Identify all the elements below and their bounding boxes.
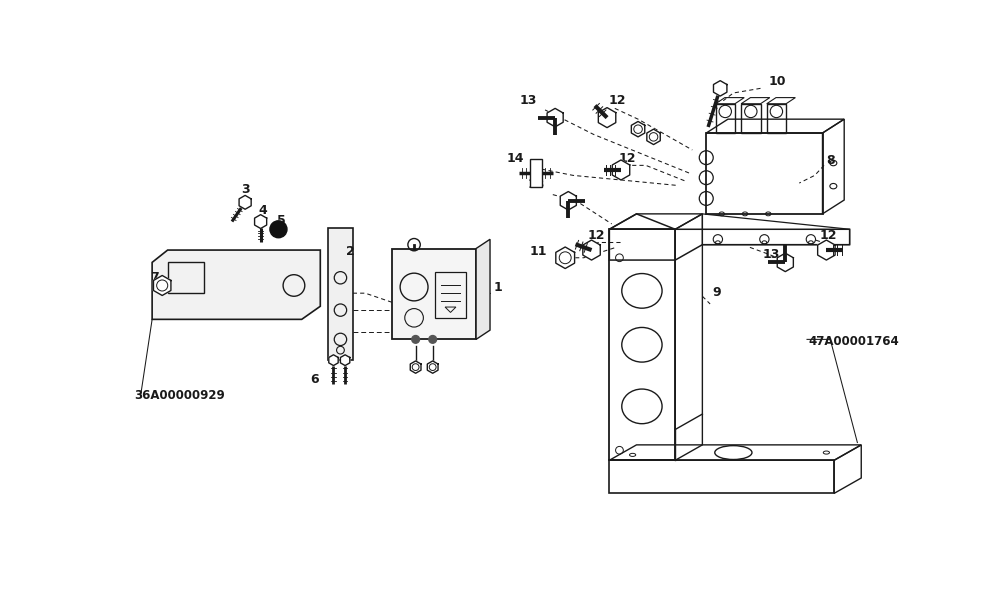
Text: 13: 13: [520, 94, 537, 107]
Text: 13: 13: [763, 248, 780, 261]
Circle shape: [270, 221, 287, 238]
Polygon shape: [647, 129, 660, 145]
Bar: [435, 272, 466, 318]
Polygon shape: [556, 247, 575, 269]
Circle shape: [429, 336, 437, 344]
Polygon shape: [255, 215, 267, 229]
Bar: [328, 228, 353, 360]
Text: 47A00001764: 47A00001764: [809, 335, 899, 348]
Polygon shape: [818, 240, 835, 260]
Circle shape: [412, 336, 420, 344]
Polygon shape: [153, 275, 171, 295]
Bar: [392, 249, 476, 339]
Polygon shape: [340, 355, 350, 365]
Polygon shape: [598, 108, 616, 128]
Polygon shape: [152, 250, 320, 319]
Text: 6: 6: [311, 373, 319, 386]
Text: 12: 12: [820, 229, 837, 242]
Text: 1: 1: [493, 281, 502, 294]
Text: 14: 14: [507, 152, 524, 165]
Polygon shape: [631, 122, 645, 137]
Bar: [530, 159, 542, 187]
Text: 12: 12: [587, 229, 605, 242]
Text: 4: 4: [259, 204, 267, 217]
Polygon shape: [410, 361, 421, 373]
Text: 13: 13: [528, 179, 545, 192]
Text: 12: 12: [608, 94, 626, 107]
Text: 10: 10: [768, 75, 786, 88]
Text: 36A00000929: 36A00000929: [134, 389, 225, 402]
Polygon shape: [547, 108, 563, 127]
Text: 2: 2: [346, 244, 355, 258]
Text: 8: 8: [826, 154, 835, 167]
Text: 3: 3: [241, 183, 249, 196]
Polygon shape: [777, 253, 793, 272]
Polygon shape: [583, 240, 600, 260]
Polygon shape: [612, 160, 630, 180]
Text: 11: 11: [530, 244, 547, 258]
Polygon shape: [560, 192, 576, 210]
Text: 9: 9: [712, 286, 721, 299]
Text: 12: 12: [618, 152, 636, 165]
Bar: [706, 133, 822, 214]
Text: 5: 5: [277, 214, 286, 227]
Polygon shape: [329, 355, 338, 365]
Polygon shape: [476, 240, 490, 339]
Polygon shape: [239, 195, 251, 209]
Polygon shape: [713, 81, 727, 96]
Polygon shape: [427, 361, 438, 373]
Text: 7: 7: [150, 271, 159, 284]
